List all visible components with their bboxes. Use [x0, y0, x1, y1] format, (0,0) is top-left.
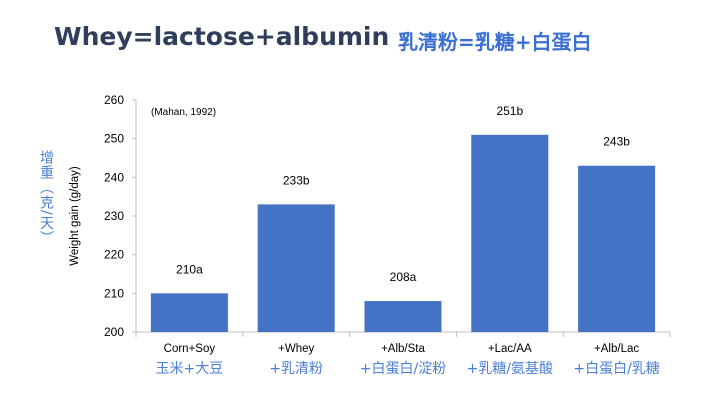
data-label: 233b — [283, 173, 310, 187]
bar — [150, 293, 228, 332]
x-tick-label-chinese: +乳清粉 — [269, 361, 323, 377]
data-label: 251b — [496, 104, 523, 118]
x-tick-label-chinese: 玉米+大豆 — [156, 361, 224, 377]
bar — [257, 204, 335, 332]
y-tick-label: 240 — [104, 170, 124, 184]
slide-title: Whey=lactose+albumin — [54, 22, 390, 51]
data-label: 208a — [390, 270, 417, 284]
slide-title-chinese: 乳清粉=乳糖+白蛋白 — [398, 30, 592, 54]
y-tick-label: 260 — [104, 93, 124, 107]
x-tick-label: +Alb/Lac — [594, 343, 639, 355]
x-tick-label: +Whey — [278, 343, 314, 355]
y-tick-label: 220 — [104, 248, 124, 262]
y-tick-label: 210 — [104, 286, 124, 300]
bar — [578, 165, 656, 332]
y-tick-label: 200 — [104, 325, 124, 339]
y-tick-label: 250 — [104, 132, 124, 146]
x-tick-label-chinese: +乳糖/氨基酸 — [467, 360, 553, 377]
x-tick-label: +Lac/AA — [488, 343, 532, 355]
x-tick-label: +Alb/Sta — [381, 343, 425, 355]
y-axis-label-chinese: 增重（克/天） — [38, 150, 54, 246]
data-label: 243b — [603, 135, 630, 149]
bar — [471, 134, 549, 332]
x-tick-label: Corn+Soy — [164, 343, 216, 355]
data-label: 210a — [176, 262, 203, 276]
y-axis-label: Weight gain (g/day) — [69, 166, 81, 266]
bar — [364, 301, 442, 332]
x-tick-label-chinese: +白蛋白/淀粉 — [360, 361, 446, 377]
x-tick-label-chinese: +白蛋白/乳糖 — [573, 361, 659, 377]
y-tick-label: 230 — [104, 209, 124, 223]
citation-annotation: (Mahan, 1992) — [151, 107, 216, 118]
